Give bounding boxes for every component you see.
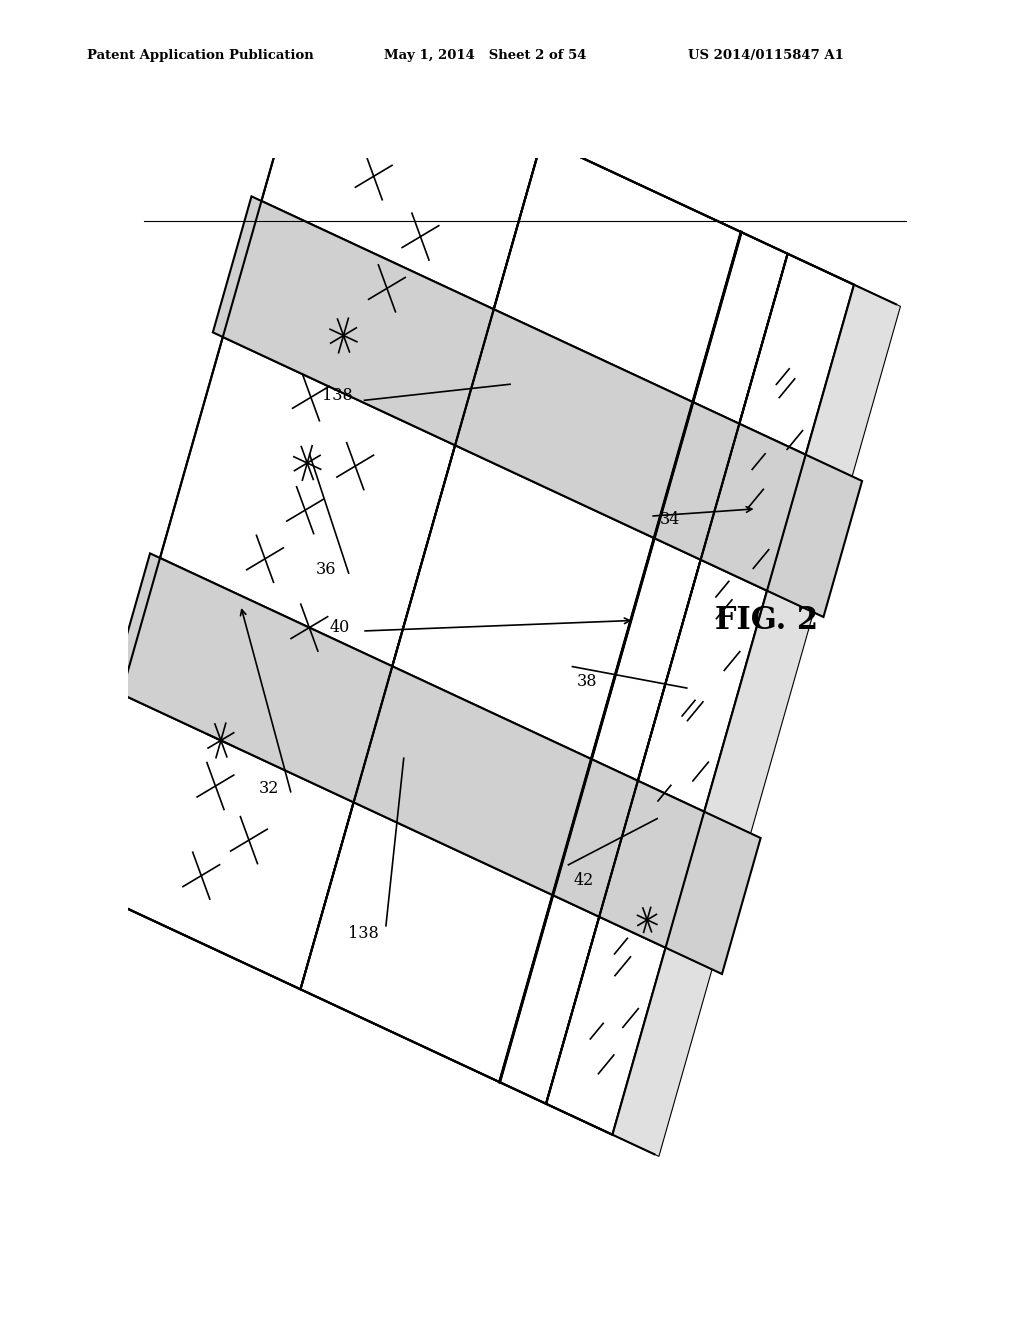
Text: May 1, 2014   Sheet 2 of 54: May 1, 2014 Sheet 2 of 54 — [384, 49, 587, 62]
Polygon shape — [300, 803, 553, 1082]
Polygon shape — [494, 140, 741, 403]
Text: 34: 34 — [659, 511, 680, 528]
Polygon shape — [160, 337, 455, 667]
Text: 38: 38 — [577, 673, 597, 689]
Polygon shape — [806, 285, 900, 477]
Text: Patent Application Publication: Patent Application Publication — [87, 49, 313, 62]
Polygon shape — [592, 539, 700, 780]
Text: 138: 138 — [322, 387, 352, 404]
Text: US 2014/0115847 A1: US 2014/0115847 A1 — [688, 49, 844, 62]
Polygon shape — [392, 445, 654, 759]
Polygon shape — [638, 560, 767, 812]
Text: 40: 40 — [330, 619, 350, 636]
Text: 138: 138 — [348, 925, 379, 942]
Polygon shape — [69, 694, 353, 989]
Polygon shape — [213, 197, 862, 616]
Polygon shape — [693, 232, 787, 424]
Polygon shape — [612, 948, 712, 1156]
Polygon shape — [739, 253, 854, 454]
Text: FIG. 2: FIG. 2 — [715, 606, 818, 636]
Polygon shape — [112, 553, 761, 974]
Polygon shape — [261, 30, 542, 309]
Polygon shape — [546, 917, 666, 1135]
Text: 36: 36 — [315, 561, 336, 578]
Text: 32: 32 — [258, 780, 279, 797]
Text: 42: 42 — [573, 873, 594, 888]
Polygon shape — [705, 590, 813, 833]
Polygon shape — [500, 895, 599, 1104]
